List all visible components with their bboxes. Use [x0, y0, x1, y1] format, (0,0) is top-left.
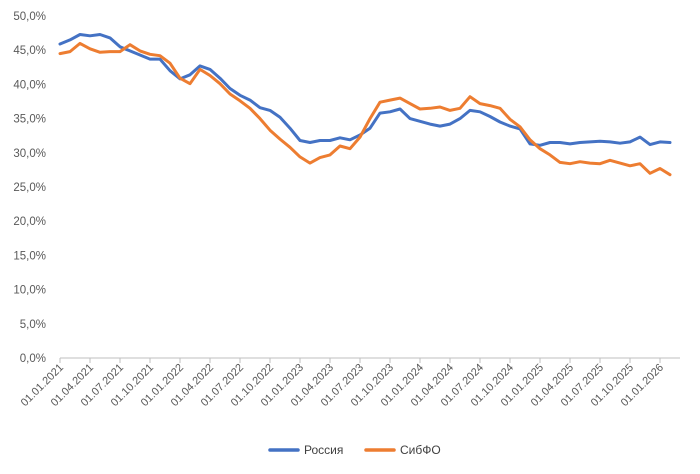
y-tick-label: 30,0% [13, 148, 46, 160]
x-axis-tick-labels: 01.01.202101.04.202101.07.202101.10.2021… [19, 362, 666, 409]
legend-label-russia: Россия [304, 443, 343, 457]
x-axis-tickmarks [59, 358, 661, 363]
y-tick-label: 40,0% [13, 79, 46, 91]
y-tick-label: 5,0% [20, 319, 46, 331]
y-tick-label: 25,0% [13, 182, 46, 194]
series-lines [58, 33, 672, 177]
y-tick-label: 45,0% [13, 45, 46, 57]
y-tick-label: 50,0% [13, 11, 46, 23]
y-tick-label: 15,0% [13, 250, 46, 262]
y-tick-label: 35,0% [13, 114, 46, 126]
y-tick-label: 20,0% [13, 216, 46, 228]
legend: Россия СибФО [268, 443, 441, 457]
y-tick-label: 10,0% [13, 285, 46, 297]
series-line-russia [58, 33, 672, 147]
series-line-sibfo [58, 41, 672, 177]
legend-label-sibfo: СибФО [400, 443, 441, 457]
y-tick-label: 0,0% [20, 353, 46, 365]
y-axis-ticks: 0,0% 5,0% 10,0% 15,0% 20,0% 25,0% 30,0% 35,0% 40… [13, 11, 46, 365]
